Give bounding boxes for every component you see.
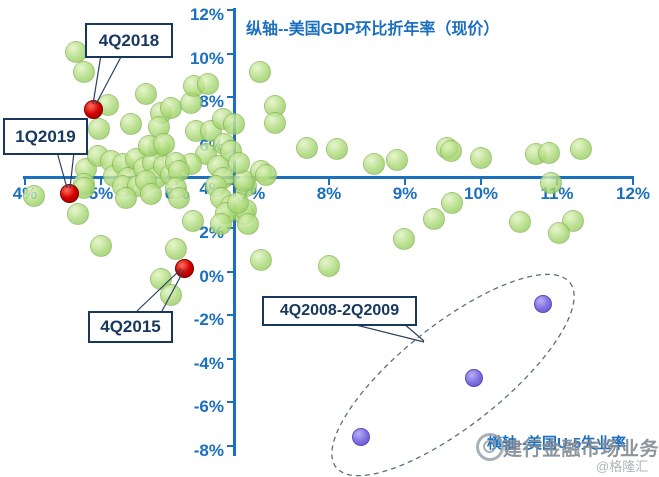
callout-1q2019: 1Q2019: [3, 118, 88, 155]
y-tick-label: -8%: [193, 441, 224, 460]
gdp-observation-point: [87, 117, 110, 140]
gdp-observation-point: [363, 152, 386, 175]
gdp-observation-point: [135, 82, 158, 105]
x-tick-mark: [480, 179, 482, 185]
y-tick-label: -2%: [193, 310, 224, 330]
gdp-observation-point: [318, 255, 341, 278]
y-tick-mark: [227, 401, 234, 404]
highlight-point-4Q2018: [83, 100, 103, 120]
gdp-observation-point: [509, 211, 531, 234]
gdp-observation-point: [569, 138, 592, 161]
x-tick-mark: [404, 179, 406, 185]
y-tick-label: 12%: [189, 5, 224, 24]
gdp-observation-point: [423, 208, 446, 231]
watermark-handle: @格隆汇: [596, 459, 649, 474]
gdp-observation-point: [90, 235, 113, 258]
gdp-observation-point: [227, 191, 250, 214]
y-tick-mark: [227, 445, 234, 447]
recession-point: [352, 428, 371, 447]
gdp-observation-point: [72, 61, 95, 84]
gdp-observation-point: [115, 187, 138, 210]
gdp-observation-point: [249, 248, 272, 271]
y-axis-line: [233, 8, 236, 456]
y-tick-mark: [227, 9, 234, 11]
gdp-observation-point: [470, 147, 493, 170]
y-tick-mark: [227, 314, 234, 317]
gdp-observation-point: [196, 73, 219, 96]
gdp-observation-point: [139, 183, 162, 206]
x-tick-label: 9%: [392, 184, 418, 203]
gdp-observation-point: [223, 113, 246, 136]
gdp-observation-point: [119, 113, 142, 136]
y-tick-label: 8%: [199, 92, 224, 112]
gdp-observation-point: [296, 137, 319, 160]
x-tick-mark: [328, 179, 330, 185]
x-tick-label: 12%: [615, 184, 651, 203]
y-tick-mark: [227, 96, 234, 99]
gdp-observation-point: [66, 202, 89, 225]
y-tick-label: -4%: [193, 353, 224, 373]
x-tick-mark: [632, 179, 634, 185]
gdp-observation-point: [540, 172, 563, 195]
x-tick-label: 5%: [88, 184, 114, 203]
gdp-observation-point: [537, 141, 560, 164]
x-tick-label: 8%: [316, 184, 342, 203]
gdp-observation-point: [249, 61, 272, 84]
y-tick-label: 0%: [199, 266, 224, 286]
gdp-observation-point: [547, 222, 570, 245]
gdp-observation-point: [392, 227, 415, 250]
x-tick-mark: [100, 179, 102, 185]
x-tick-mark: [24, 179, 26, 185]
leader-line-1q2019: [56, 151, 75, 189]
gdp-observation-point: [264, 112, 287, 135]
gdp-observation-point: [227, 151, 250, 174]
watermark-logo-icon: [476, 433, 504, 461]
recession-point: [464, 369, 483, 388]
y-axis-title: 纵轴--美国GDP环比折年率（现价）: [246, 21, 500, 38]
x-tick-label: 10%: [463, 184, 499, 203]
gdp-observation-point: [164, 237, 187, 260]
y-tick-mark: [227, 357, 234, 360]
y-tick-mark: [227, 270, 234, 273]
y-tick-label: -6%: [193, 397, 224, 417]
gdp-observation-point: [325, 138, 348, 161]
gdp-observation-point: [160, 97, 183, 119]
gdp-observation-point: [236, 212, 259, 235]
gdp-observation-point: [439, 139, 462, 162]
gdp-observation-point: [160, 284, 183, 307]
y-tick-mark: [227, 52, 234, 55]
gdp-observation-point: [23, 185, 46, 208]
recession-point: [533, 295, 552, 314]
gdp-observation-point: [385, 149, 408, 172]
gdp-observation-point: [167, 187, 190, 210]
gdp-observation-point: [153, 132, 176, 155]
gdp-observation-point: [441, 191, 464, 214]
gdp-observation-point: [182, 210, 205, 233]
gdp-observation-point: [210, 212, 233, 235]
callout-recession: 4Q2008-2Q2009: [262, 296, 417, 326]
highlight-point-1Q2019: [60, 184, 80, 204]
callout-4q2015: 4Q2015: [88, 311, 173, 343]
x-axis-line: [23, 176, 634, 179]
gdp-observation-point: [255, 163, 278, 186]
callout-4q2018: 4Q2018: [85, 23, 173, 58]
y-tick-label: 10%: [189, 48, 224, 68]
